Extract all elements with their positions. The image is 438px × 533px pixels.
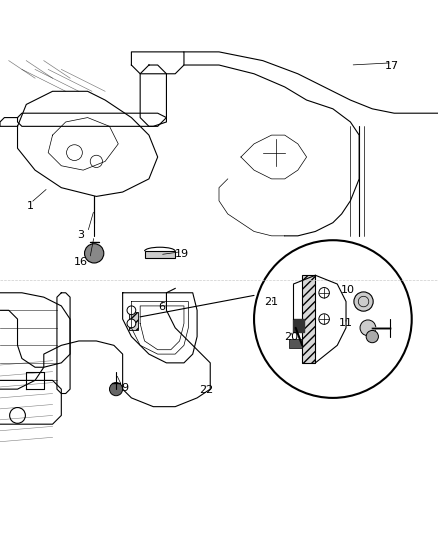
Circle shape [254, 240, 412, 398]
Text: 1: 1 [27, 201, 34, 211]
Circle shape [319, 287, 329, 298]
Circle shape [85, 244, 104, 263]
Circle shape [366, 330, 378, 343]
Circle shape [127, 319, 136, 328]
Circle shape [110, 383, 123, 395]
Bar [289, 339, 302, 348]
Polygon shape [302, 275, 315, 363]
Text: 10: 10 [341, 285, 355, 295]
Text: 16: 16 [74, 257, 88, 267]
Text: 17: 17 [385, 61, 399, 71]
Polygon shape [145, 251, 175, 258]
Text: 21: 21 [265, 297, 279, 308]
Text: 22: 22 [199, 385, 213, 395]
Circle shape [127, 306, 136, 314]
Text: 11: 11 [339, 318, 353, 328]
Bar [293, 319, 304, 332]
Circle shape [319, 314, 329, 324]
Text: 6: 6 [159, 302, 166, 312]
Text: 19: 19 [175, 249, 189, 259]
Text: 9: 9 [121, 383, 128, 393]
Text: 20: 20 [284, 333, 298, 343]
Polygon shape [129, 312, 138, 330]
Circle shape [360, 320, 376, 336]
Text: 3: 3 [78, 230, 85, 240]
Circle shape [354, 292, 373, 311]
